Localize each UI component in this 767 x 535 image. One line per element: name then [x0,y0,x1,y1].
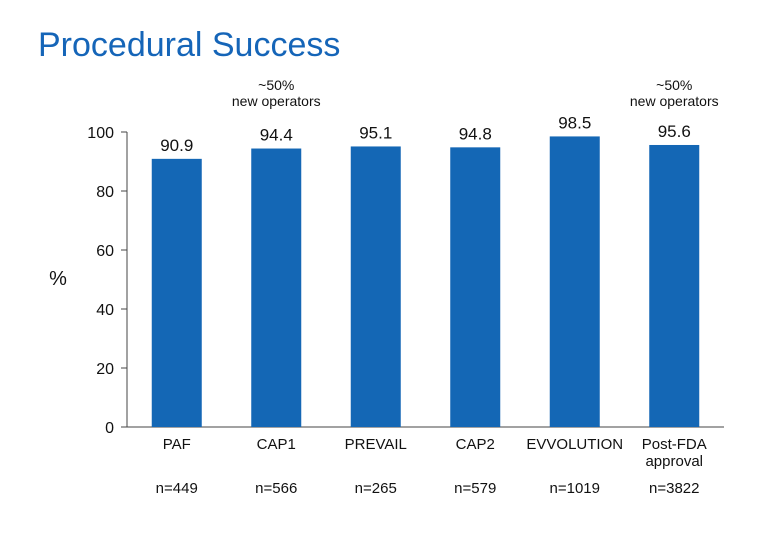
bar [549,136,600,428]
x-axis-labels: PAF CAP1 PREVAIL CAP2 EVVOLUTION Post-FDAappr… [163,436,707,470]
y-tick-label: 60 [96,243,114,260]
annotation-text: new operators [630,93,719,109]
sample-size-label: n=449 [156,480,198,497]
data-label: 94.4 [260,126,293,145]
annotation-text: ~50% [258,77,294,93]
value-labels: 90.9 94.4 95.1 94.8 98.5 95.6 [160,113,691,154]
sample-size-label: n=3822 [649,480,699,497]
sample-size-label: n=265 [355,480,397,497]
sample-size-label: n=566 [255,480,297,497]
sample-size-labels: n=449 n=566 n=265 n=579 n=1019 n=3822 [156,480,700,497]
y-tick-label: 100 [87,125,114,142]
annotation-text: ~50% [656,77,692,93]
y-tick-label: 20 [96,361,114,378]
chart-title: Procedural Success [38,26,340,64]
y-tick-label: 40 [96,302,114,319]
data-label: 98.5 [558,113,591,132]
bar [450,147,501,427]
annotations: ~50%new operators~50%new operators [232,77,719,109]
sample-size-label: n=1019 [550,480,600,497]
sample-size-label: n=579 [454,480,496,497]
annotation-text: new operators [232,93,321,109]
bar [151,158,202,427]
y-tick-label: 0 [105,420,114,437]
x-tick-label: CAP2 [456,436,495,453]
x-tick-label: Post-FDA [642,436,707,453]
y-axis-label: % [49,268,67,290]
x-tick-label: EVVOLUTION [526,436,623,453]
bar [649,144,700,428]
data-label: 94.8 [459,124,492,143]
y-axis-ticks: 0 20 40 60 80 100 [87,125,127,437]
x-tick-label: approval [645,453,703,470]
x-tick-label: PAF [163,436,191,453]
x-tick-label: CAP1 [257,436,296,453]
bar [251,148,302,427]
data-label: 90.9 [160,136,193,155]
y-tick-label: 80 [96,184,114,201]
bars [151,136,700,428]
bar [350,146,401,427]
data-label: 95.1 [359,123,392,142]
x-tick-label: PREVAIL [345,436,407,453]
data-label: 95.6 [658,122,691,141]
